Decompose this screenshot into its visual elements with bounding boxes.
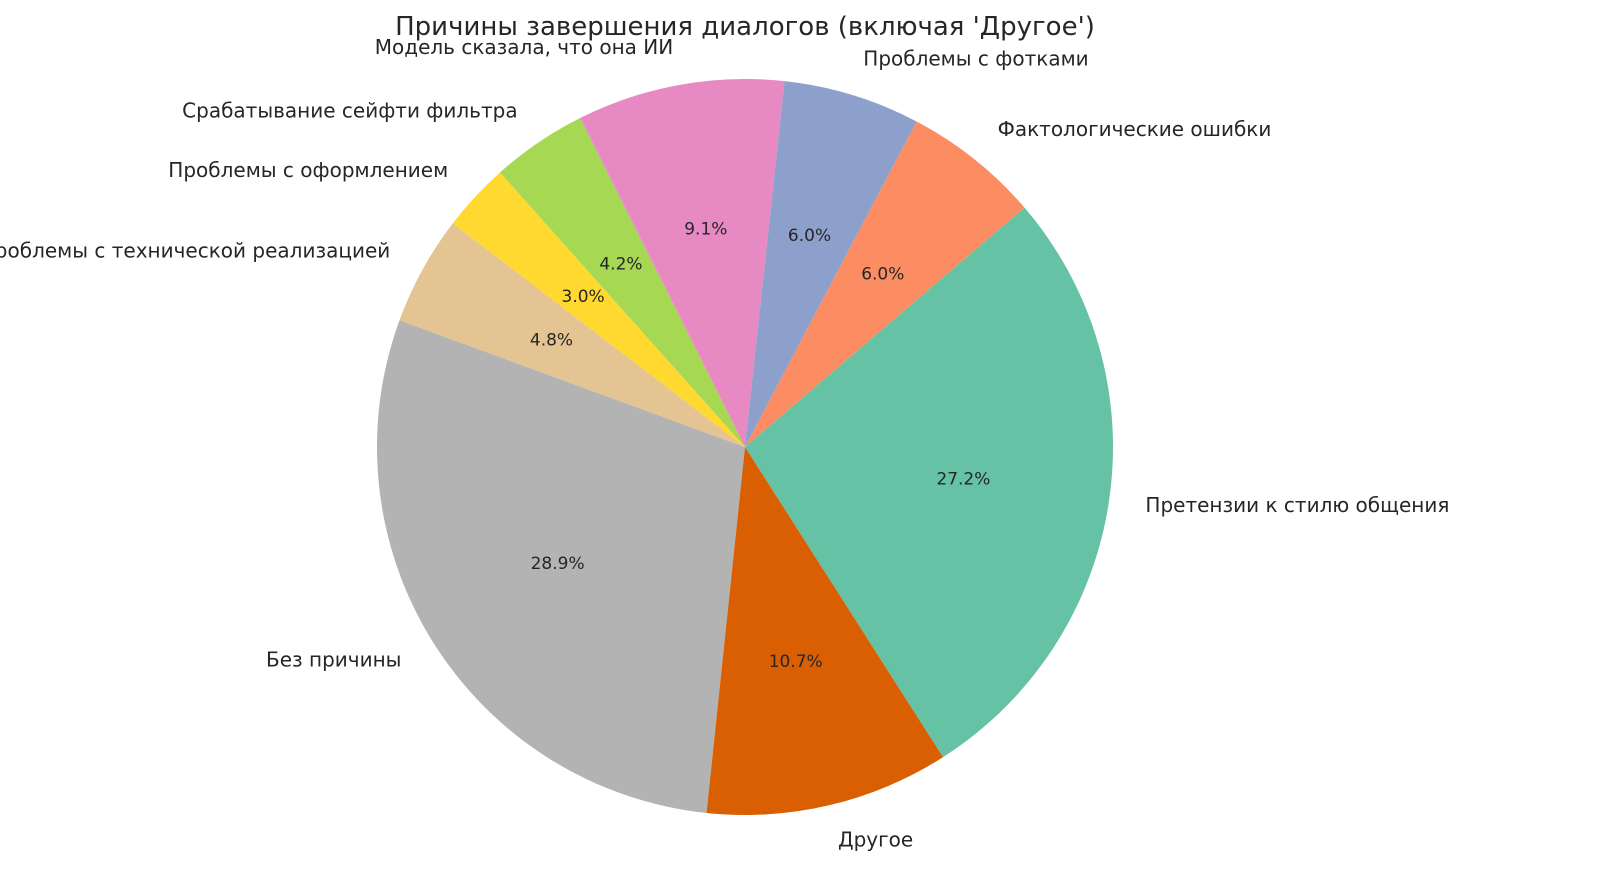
slice-label-3: Проблемы с оформлением (168, 158, 448, 182)
slice-percent-1: 28.9% (531, 554, 585, 574)
pie-slice-5 (580, 79, 785, 447)
pie-slices (377, 79, 1114, 815)
slice-label-8: Претензии к стилю общения (1145, 493, 1449, 517)
slice-percent-5: 9.1% (684, 220, 727, 240)
slice-label-4: Срабатывание сейфти фильтра (182, 99, 517, 123)
pie-slice-3 (452, 172, 745, 447)
slice-label-1: Без причины (266, 648, 401, 672)
slice-label-5: Модель сказала, что она ИИ (375, 35, 673, 59)
slice-percent-2: 4.8% (530, 331, 573, 351)
slice-label-7: Фактологические ошибки (998, 117, 1272, 141)
pie-slice-6 (745, 81, 917, 447)
pie-slice-9 (706, 447, 944, 815)
slice-label-2: Проблемы с технической реализацией (0, 239, 390, 263)
slice-percent-7: 6.0% (861, 264, 904, 284)
pie-slice-1 (377, 320, 745, 813)
pie-slice-4 (499, 117, 745, 447)
pie-slice-8 (745, 207, 1114, 758)
slice-percent-3: 3.0% (562, 287, 605, 307)
slice-percent-4: 4.2% (599, 254, 642, 274)
slice-label-9: Другое (838, 827, 913, 851)
slice-percent-8: 27.2% (936, 469, 990, 489)
pie-slice-7 (745, 121, 1025, 447)
slice-percent-9: 10.7% (769, 652, 823, 672)
slice-label-6: Проблемы с фотками (863, 46, 1088, 70)
pie-slice-2 (399, 223, 745, 447)
slice-percent-6: 6.0% (788, 226, 831, 246)
pie-labels: Без причины 28.9% Проблемы с технической р… (0, 35, 1449, 851)
chart-title: Причины завершения диалогов (включая 'Др… (395, 12, 1095, 42)
